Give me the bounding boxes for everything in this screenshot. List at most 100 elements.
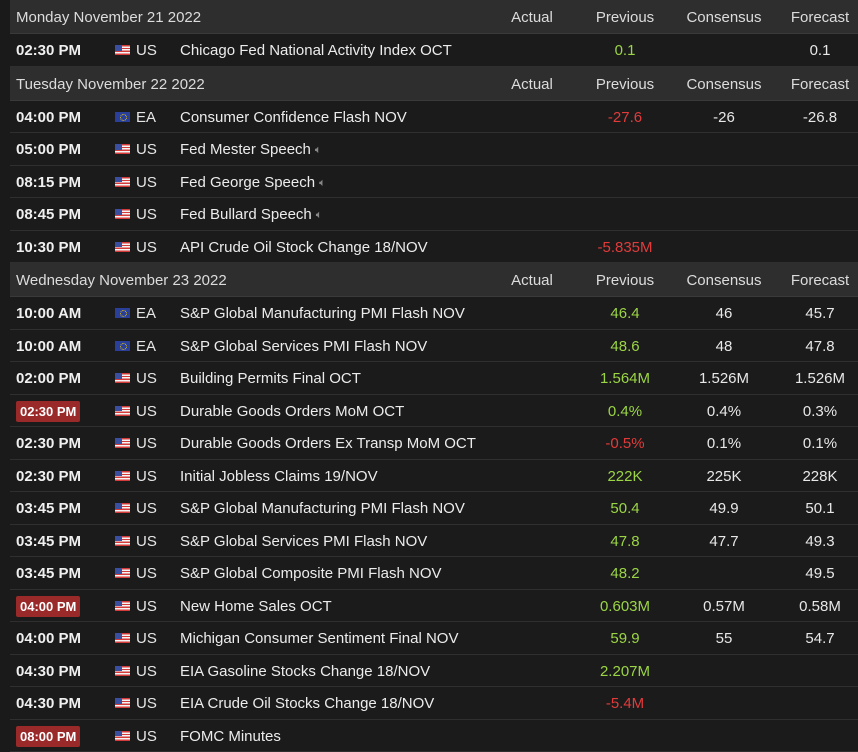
event-name[interactable]: S&P Global Services PMI Flash NOV: [180, 533, 427, 550]
event-name[interactable]: Fed George Speech 🔈︎: [180, 174, 326, 191]
column-header-consensus: Consensus: [679, 76, 769, 93]
column-header-forecast: Forecast: [775, 9, 858, 26]
economic-calendar: Monday November 21 2022 Actual Previous Con…: [10, 0, 858, 752]
event-previous: 50.4: [580, 500, 670, 517]
event-name[interactable]: API Crude Oil Stock Change 18/NOV: [180, 239, 428, 256]
us-flag-icon: [115, 373, 130, 383]
event-currency: US: [136, 500, 157, 517]
event-time: 04:30 PM: [16, 695, 81, 712]
us-flag-icon: [115, 536, 130, 546]
event-name[interactable]: Durable Goods Orders MoM OCT: [180, 403, 404, 420]
event-name-text: Fed George Speech: [180, 174, 315, 191]
us-flag-icon: [115, 698, 130, 708]
event-time: 03:45 PM: [16, 500, 81, 517]
event-time: 02:00 PM: [16, 370, 81, 387]
event-consensus: 1.526M: [679, 370, 769, 387]
event-name[interactable]: Fed Bullard Speech🔈︎: [180, 206, 322, 223]
event-name-text: EIA Crude Oil Stocks Change 18/NOV: [180, 695, 434, 712]
event-name[interactable]: EIA Crude Oil Stocks Change 18/NOV: [180, 695, 434, 712]
event-consensus: 0.1%: [679, 435, 769, 452]
eu-flag-icon: [115, 308, 130, 318]
event-consensus: 46: [679, 305, 769, 322]
event-consensus: 47.7: [679, 533, 769, 550]
event-name-text: Consumer Confidence Flash NOV: [180, 109, 407, 126]
event-name[interactable]: Durable Goods Orders Ex Transp MoM OCT: [180, 435, 476, 452]
event-time: 03:45 PM: [16, 533, 81, 550]
speaker-icon: 🔈︎: [319, 177, 326, 190]
event-name[interactable]: S&P Global Manufacturing PMI Flash NOV: [180, 305, 465, 322]
event-consensus: 55: [679, 630, 769, 647]
column-header-actual: Actual: [487, 9, 577, 26]
event-currency: US: [136, 565, 157, 582]
event-forecast: 45.7: [775, 305, 858, 322]
event-previous: 47.8: [580, 533, 670, 550]
event-name[interactable]: Building Permits Final OCT: [180, 370, 361, 387]
event-name-text: Initial Jobless Claims 19/NOV: [180, 468, 378, 485]
event-name[interactable]: New Home Sales OCT: [180, 598, 332, 615]
event-time: 08:15 PM: [16, 174, 81, 191]
event-row[interactable]: 03:45 PM US S&P Global Services PMI Flash …: [10, 525, 858, 558]
event-name[interactable]: S&P Global Composite PMI Flash NOV: [180, 565, 442, 582]
event-forecast: -26.8: [775, 109, 858, 126]
event-time: 04:00 PM: [16, 109, 81, 126]
event-time: 08:45 PM: [16, 206, 81, 223]
event-time: 05:00 PM: [16, 141, 81, 158]
event-name[interactable]: EIA Gasoline Stocks Change 18/NOV: [180, 663, 430, 680]
event-name[interactable]: FOMC Minutes: [180, 728, 281, 745]
event-name-text: S&P Global Services PMI Flash NOV: [180, 533, 427, 550]
event-currency: US: [136, 630, 157, 647]
event-name-text: Durable Goods Orders Ex Transp MoM OCT: [180, 435, 476, 452]
event-name[interactable]: S&P Global Services PMI Flash NOV: [180, 338, 427, 355]
event-row[interactable]: 03:45 PM US S&P Global Manufacturing PMI F…: [10, 492, 858, 525]
event-name[interactable]: Michigan Consumer Sentiment Final NOV: [180, 630, 458, 647]
event-forecast: 47.8: [775, 338, 858, 355]
event-name-text: S&P Global Services PMI Flash NOV: [180, 338, 427, 355]
event-name-text: FOMC Minutes: [180, 728, 281, 745]
event-currency: US: [136, 728, 157, 745]
event-forecast: 54.7: [775, 630, 858, 647]
event-name[interactable]: Fed Mester Speech🔈︎: [180, 141, 322, 158]
event-currency: EA: [136, 305, 156, 322]
event-name[interactable]: Initial Jobless Claims 19/NOV: [180, 468, 378, 485]
event-time: 04:30 PM: [16, 663, 81, 680]
event-forecast: 0.1%: [775, 435, 858, 452]
speaker-icon: 🔈︎: [316, 209, 323, 222]
event-previous: -27.6: [580, 109, 670, 126]
event-previous: -0.5%: [580, 435, 670, 452]
column-header-previous: Previous: [580, 76, 670, 93]
event-name-text: Durable Goods Orders MoM OCT: [180, 403, 404, 420]
event-name-text: API Crude Oil Stock Change 18/NOV: [180, 239, 428, 256]
event-name[interactable]: Chicago Fed National Activity Index OCT: [180, 42, 452, 59]
event-currency: US: [136, 239, 157, 256]
day-date: Monday November 21 2022: [16, 9, 201, 26]
event-currency: US: [136, 533, 157, 550]
event-name[interactable]: Consumer Confidence Flash NOV: [180, 109, 407, 126]
event-name-text: S&P Global Manufacturing PMI Flash NOV: [180, 500, 465, 517]
eu-flag-icon: [115, 112, 130, 122]
event-currency: US: [136, 370, 157, 387]
us-flag-icon: [115, 633, 130, 643]
event-name[interactable]: S&P Global Manufacturing PMI Flash NOV: [180, 500, 465, 517]
event-forecast: 228K: [775, 468, 858, 485]
event-name-text: S&P Global Composite PMI Flash NOV: [180, 565, 442, 582]
